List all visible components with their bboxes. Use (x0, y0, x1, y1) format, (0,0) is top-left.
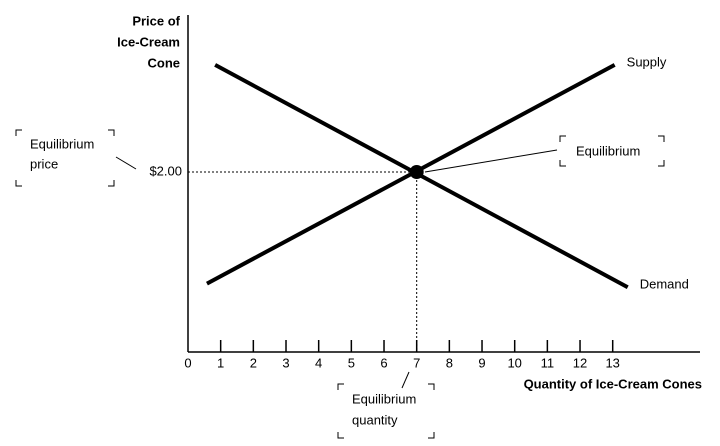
x-tick-label: 10 (507, 355, 521, 370)
bracket (559, 135, 665, 167)
x-tick-label: 12 (573, 355, 587, 370)
x-tick-label: 8 (446, 355, 453, 370)
x-tick-label: 13 (605, 355, 619, 370)
y-axis-title: Price of (132, 13, 180, 28)
x-tick-label: 2 (250, 355, 257, 370)
leader-line (115, 156, 137, 170)
equilibrium-point (409, 165, 424, 179)
series-label: Demand (640, 277, 689, 292)
leader-line (424, 149, 558, 173)
bracket (15, 129, 115, 187)
series-label: Supply (627, 54, 667, 69)
x-axis-title: Quantity of Ice-Cream Cones (524, 376, 702, 391)
annotation: price (30, 156, 58, 171)
x-tick-label: 7 (413, 355, 420, 370)
annotation: quantity (352, 412, 398, 427)
x-tick-label: 11 (541, 355, 555, 370)
annotation: Equilibrium (30, 136, 94, 151)
y-axis-title: Ice-Cream (117, 34, 180, 49)
x-tick-label: 5 (348, 355, 355, 370)
x-tick-label: 9 (478, 355, 485, 370)
x-tick-label: 0 (184, 355, 191, 370)
x-tick-label: 1 (217, 355, 224, 370)
y-tick-label: $2.00 (149, 163, 182, 178)
x-tick-label: 6 (380, 355, 387, 370)
x-tick-label: 3 (282, 355, 289, 370)
y-axis-title: Cone (148, 55, 181, 70)
annotation: Equilibrium (352, 391, 416, 406)
x-tick-label: 4 (315, 355, 322, 370)
annotation: Equilibrium (576, 143, 640, 158)
bracket (337, 383, 435, 439)
leader-line (401, 371, 410, 389)
